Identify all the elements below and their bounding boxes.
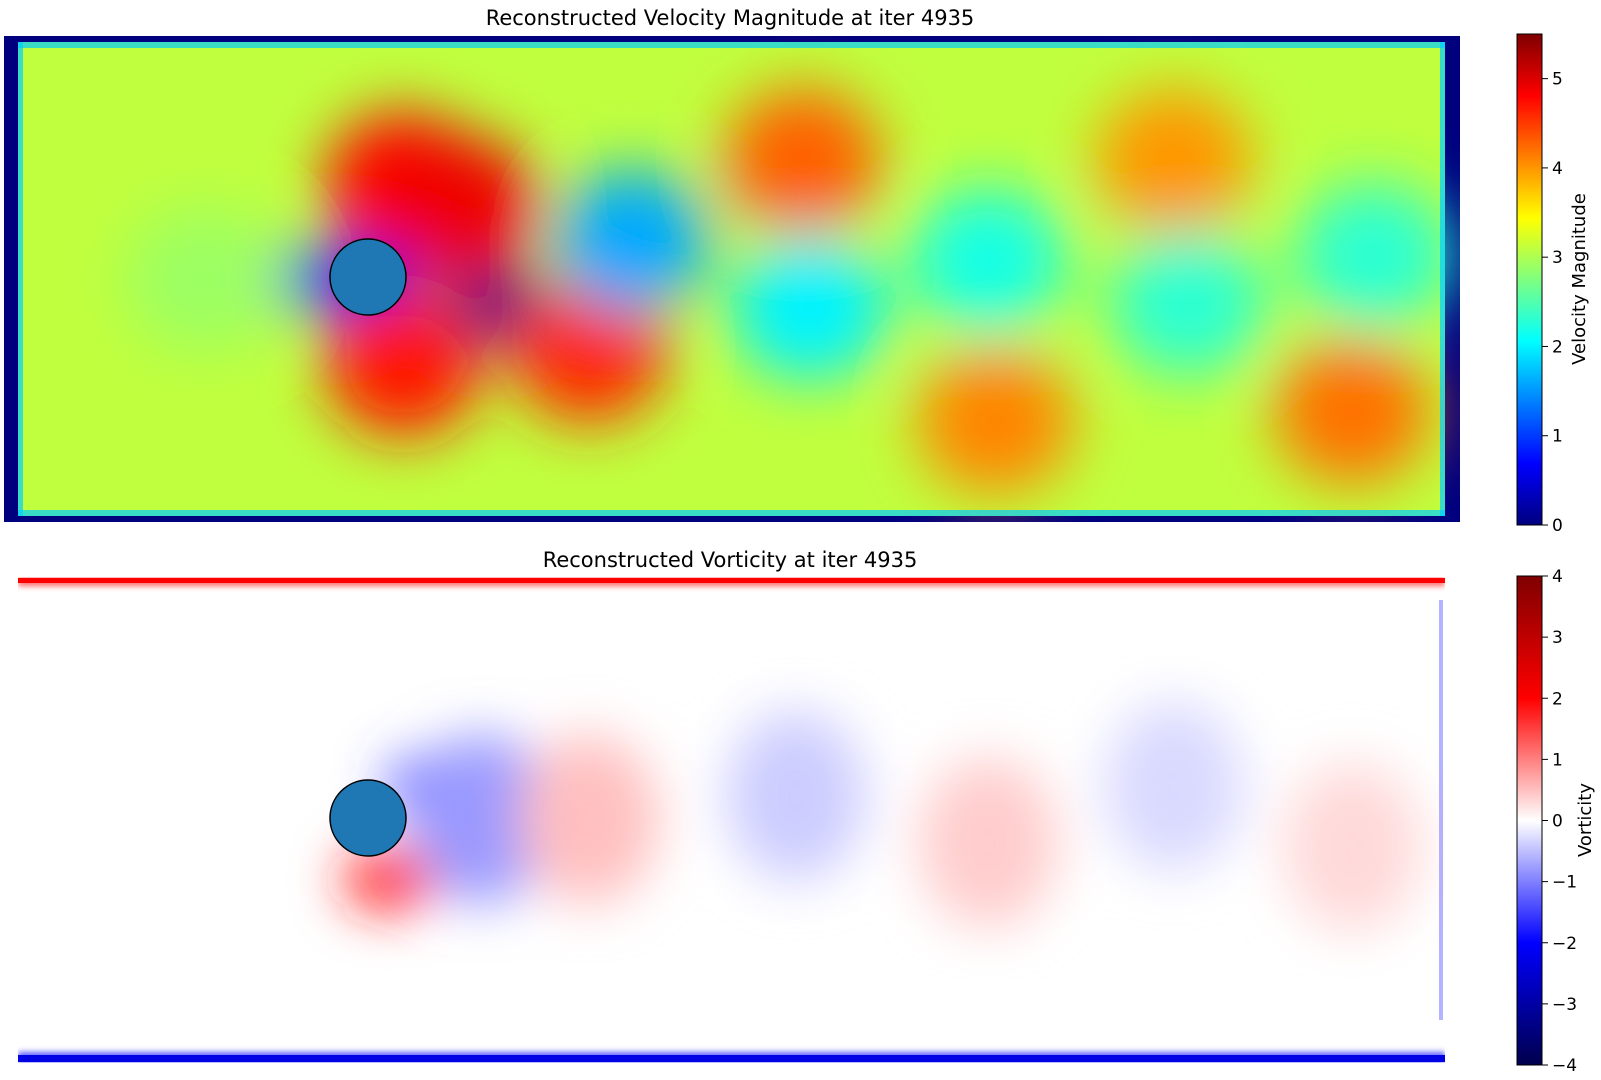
vorticity-colorbar-tick-label: −3 [1552,995,1577,1015]
velocity-feature [1095,88,1252,233]
velocity-colorbar-tick-label: 2 [1552,337,1563,357]
velocity-colorbar-tick-label: 0 [1552,516,1563,536]
vorticity-feature [411,734,552,904]
vorticity-colorbar: 4 3 2 1 0 −1 −2 −3 −4 Vorticity [1516,567,1596,1076]
velocity-field [4,36,1460,522]
vorticity-title: Reconstructed Vorticity at iter 4935 [543,548,918,572]
velocity-colorbar-tick-label: 3 [1552,248,1563,268]
velocity-inner-wall-right [1440,42,1445,516]
velocity-cylinder [329,238,407,316]
vorticity-panel: Reconstructed Vorticity at iter 4935 4 3 2… [18,548,1596,1076]
velocity-feature [724,88,881,233]
velocity-inner-wall-bottom [18,510,1445,516]
velocity-feature [1110,230,1267,375]
velocity-feature [917,349,1074,494]
velocity-colorbar-tick-label: 1 [1552,427,1563,447]
vorticity-wall-bottom-core [18,1055,1445,1062]
velocity-feature [1274,339,1431,484]
vorticity-colorbar-tick-label: 0 [1552,812,1563,832]
velocity-feature [731,235,888,380]
vorticity-colorbar-tick-label: −2 [1552,934,1577,954]
vorticity-feature [1103,701,1244,872]
velocity-inner-wall-top [18,42,1445,48]
vorticity-feature [725,710,866,881]
velocity-colorbar: 0 1 2 3 4 5 Velocity Magnitude [1516,33,1590,536]
vorticity-colorbar-tick-label: 3 [1552,628,1563,648]
velocity-inner-wall-left [18,42,23,516]
velocity-feature [553,169,710,314]
velocity-feature [382,135,539,280]
velocity-colorbar-label: Velocity Magnitude [1569,193,1590,365]
vorticity-colorbar-label: Vorticity [1575,783,1596,857]
vorticity-field [18,577,1445,1063]
vorticity-colorbar-tick-label: −4 [1552,1056,1577,1076]
velocity-feature [1295,183,1452,328]
velocity-title: Reconstructed Velocity Magnitude at iter… [486,6,975,30]
velocity-colorbar-gradient [1516,33,1543,526]
velocity-feature [125,207,282,351]
velocity-feature [510,278,667,423]
vorticity-colorbar-tick-label: 4 [1552,567,1563,587]
vorticity-feature [1282,761,1423,932]
vorticity-colorbar-tick-label: 1 [1552,750,1563,770]
vorticity-colorbar-tick-label: −1 [1552,873,1577,893]
vorticity-feature [918,757,1059,928]
velocity-panel: Reconstructed Velocity Magnitude at iter… [4,6,1590,536]
velocity-feature [910,188,1067,333]
vorticity-cylinder [329,779,407,857]
vorticity-feature [344,849,435,910]
vorticity-wall-top-core [18,578,1445,583]
vorticity-feature [518,734,659,904]
vorticity-wall-right [1439,600,1443,1020]
vorticity-colorbar-gradient [1516,575,1543,1066]
velocity-feature [325,292,482,437]
velocity-colorbar-tick-label: 4 [1552,159,1563,179]
velocity-feature [454,264,539,341]
vorticity-colorbar-tick-label: 2 [1552,689,1563,709]
velocity-colorbar-tick-label: 5 [1552,70,1563,90]
